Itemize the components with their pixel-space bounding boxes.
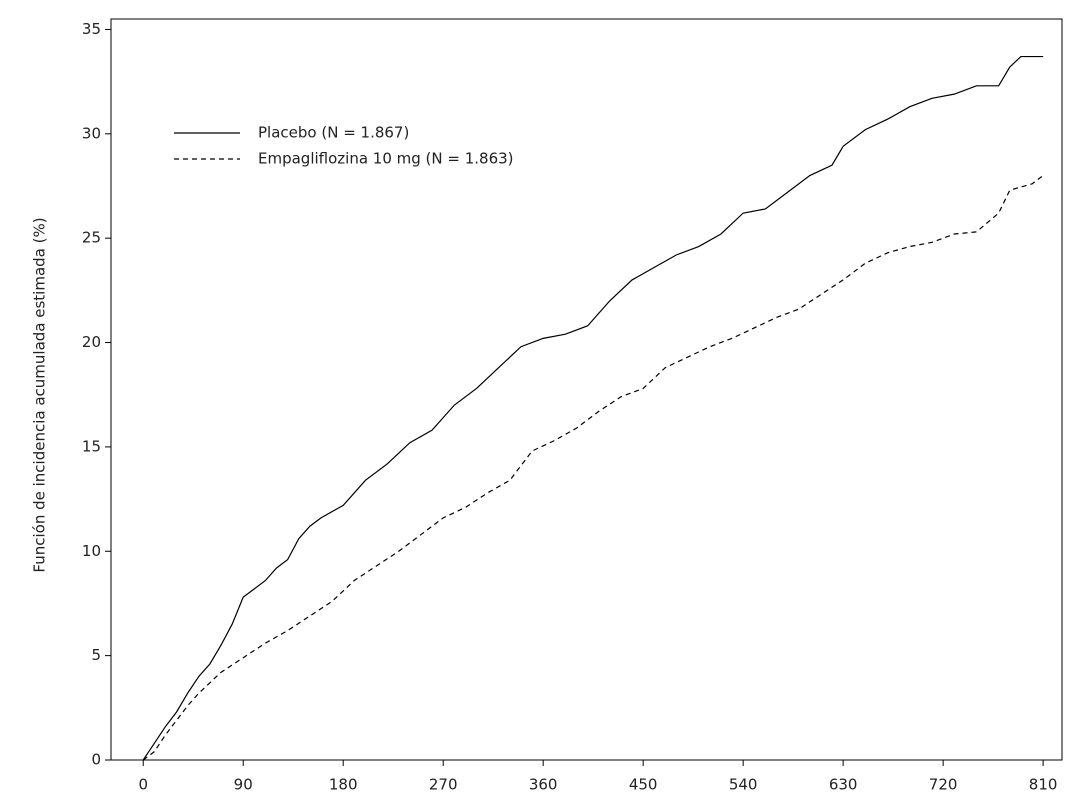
- y-axis-label: Función de incidencia acumulada estimada…: [31, 217, 49, 572]
- y-tick-label: 35: [82, 20, 101, 38]
- y-tick-label: 10: [82, 542, 101, 560]
- y-tick-label: 5: [91, 646, 101, 664]
- x-tick-label: 0: [138, 776, 148, 794]
- x-tick-label: 180: [329, 776, 358, 794]
- series-line: [142, 175, 1044, 761]
- x-tick-label: 540: [729, 776, 758, 794]
- y-tick-label: 30: [82, 124, 101, 142]
- x-tick-label: 90: [234, 776, 253, 794]
- legend-label: Placebo (N = 1.867): [258, 124, 409, 142]
- y-tick-label: 15: [82, 437, 101, 455]
- x-tick-label: 810: [1029, 776, 1058, 794]
- x-tick-label: 360: [529, 776, 558, 794]
- x-tick-label: 270: [429, 776, 458, 794]
- legend-label: Empagliflozina 10 mg (N = 1.863): [258, 150, 514, 168]
- y-tick-label: 0: [91, 751, 101, 769]
- plot-frame: [110, 18, 1063, 761]
- series-line: [142, 55, 1044, 761]
- x-tick-label: 450: [629, 776, 658, 794]
- y-tick-label: 20: [82, 333, 101, 351]
- x-tick-label: 720: [929, 776, 958, 794]
- x-tick-label: 630: [829, 776, 858, 794]
- y-tick-label: 25: [82, 229, 101, 247]
